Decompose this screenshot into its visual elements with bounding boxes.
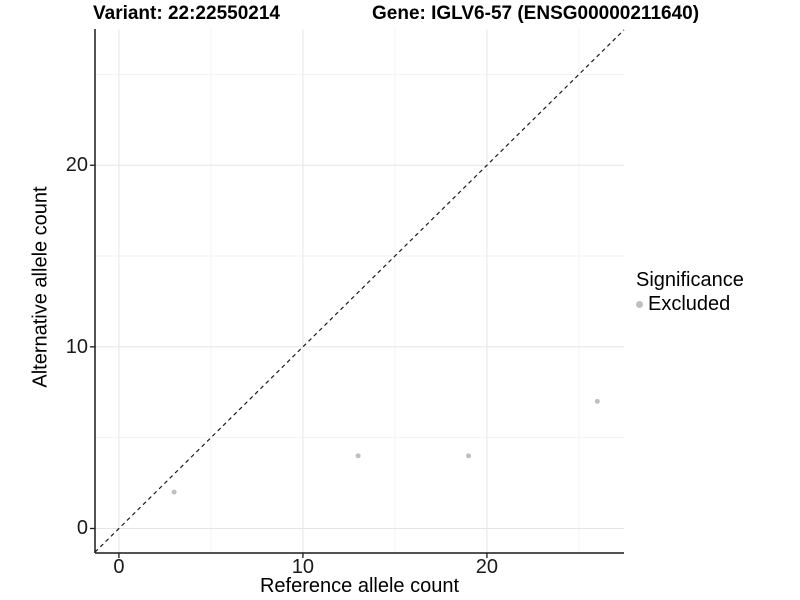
data-point — [594, 398, 600, 404]
x-tick-label: 20 — [475, 556, 499, 578]
data-point — [171, 489, 177, 495]
plot-title-gene: Gene: IGLV6-57 (ENSG00000211640) — [372, 3, 700, 24]
legend-item-label: Excluded — [648, 292, 731, 315]
x-tick-label: 0 — [113, 556, 125, 578]
legend-title: Significance — [636, 269, 744, 291]
y-tick-label: 10 — [65, 335, 88, 358]
data-point — [355, 453, 361, 459]
legend-point-icon — [636, 300, 643, 308]
plot-title-variant: Variant: 22:22550214 — [93, 3, 280, 24]
x-tick-label: 10 — [291, 556, 315, 578]
x-axis-title: Reference allele count — [259, 575, 459, 597]
identity-dashed-line — [94, 29, 625, 553]
legend: Significance Excluded — [636, 268, 744, 316]
y-tick-label: 0 — [76, 517, 88, 540]
data-point — [466, 453, 472, 459]
legend-item-excluded: Excluded — [636, 292, 744, 316]
y-tick-label: 20 — [65, 154, 88, 177]
